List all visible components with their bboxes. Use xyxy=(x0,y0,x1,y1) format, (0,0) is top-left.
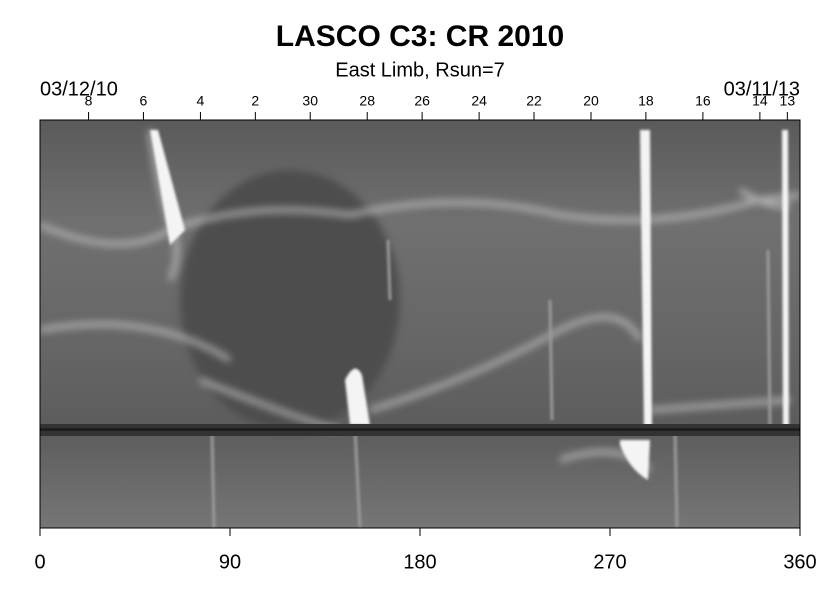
top-tick-label: 18 xyxy=(638,93,654,109)
top-tick-label: 16 xyxy=(695,93,711,109)
top-tick-label: 6 xyxy=(140,93,148,109)
synoptic-map xyxy=(40,120,800,528)
top-tick-label: 28 xyxy=(359,93,375,109)
top-tick-label: 24 xyxy=(471,93,487,109)
x-tick-label: 180 xyxy=(403,551,436,573)
start-date: 03/12/10 xyxy=(40,78,118,100)
top-tick-label: 4 xyxy=(197,93,205,109)
chart-title: LASCO C3: CR 2010 xyxy=(276,20,564,53)
top-tick-label: 26 xyxy=(414,93,430,109)
x-tick-label: 360 xyxy=(783,551,816,573)
top-tick-label: 14 xyxy=(752,93,768,109)
top-tick-label: 22 xyxy=(526,93,542,109)
x-tick-label: 90 xyxy=(219,551,241,573)
top-tick-label: 2 xyxy=(251,93,259,109)
top-tick-label: 30 xyxy=(302,93,318,109)
chart-subtitle: East Limb, Rsun=7 xyxy=(335,59,505,81)
x-tick-label: 0 xyxy=(34,551,45,573)
end-date: 03/11/13 xyxy=(724,78,800,100)
top-tick-label: 8 xyxy=(85,93,93,109)
x-tick-label: 270 xyxy=(593,551,626,573)
top-tick-label: 13 xyxy=(780,93,796,109)
top-tick-label: 20 xyxy=(583,93,599,109)
